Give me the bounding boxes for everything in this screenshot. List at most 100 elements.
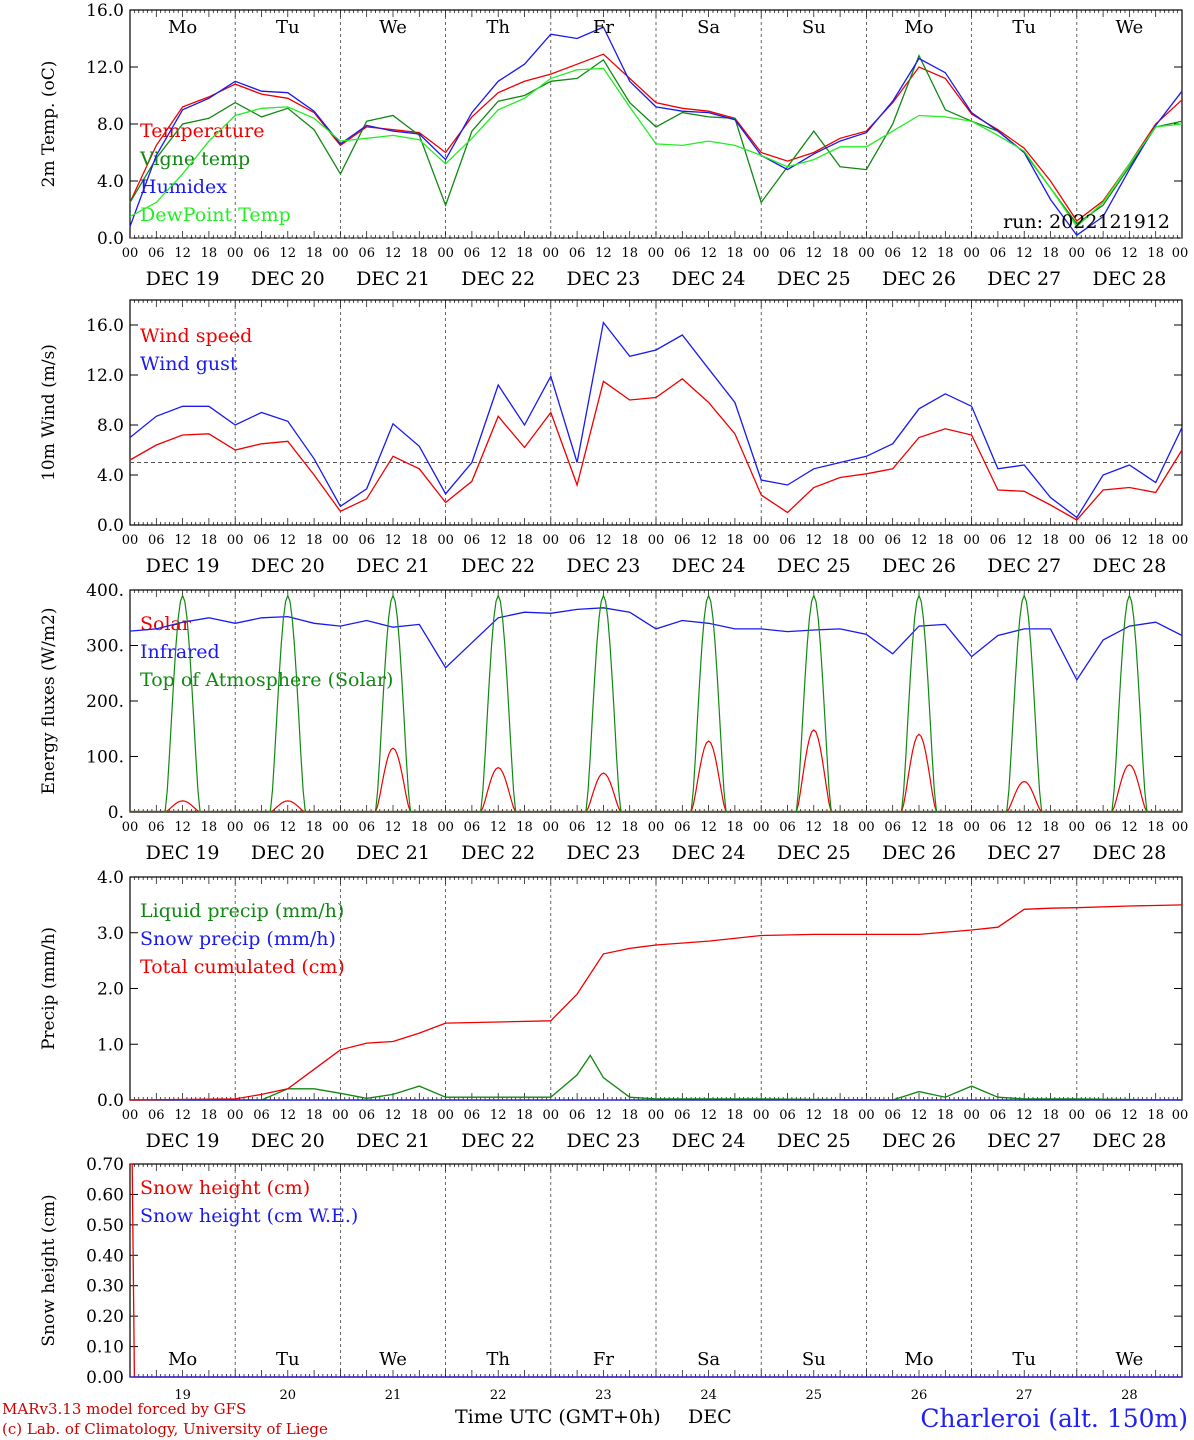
y-tick-label: 0.70 [86, 1155, 124, 1175]
series-solar-day-6 [689, 740, 728, 813]
hour-tick-label: 00 [543, 820, 560, 835]
hour-tick-label: 00 [1172, 1108, 1189, 1123]
hour-tick-label: 00 [1069, 246, 1086, 261]
hour-tick-label: 12 [806, 246, 823, 261]
hour-tick-label: 06 [884, 246, 901, 261]
hour-tick-label: 18 [1147, 820, 1164, 835]
hour-tick-label: 00 [332, 246, 349, 261]
date-label: DEC 23 [566, 1130, 640, 1152]
y-tick-label: 12.0 [86, 366, 124, 386]
hour-tick-label: 06 [1095, 246, 1112, 261]
hour-tick-label: 00 [648, 533, 665, 548]
date-label: DEC 21 [356, 842, 430, 864]
hour-tick-label: 18 [306, 533, 323, 548]
day-number: 27 [1016, 1388, 1033, 1403]
hour-tick-label: 18 [937, 533, 954, 548]
hour-tick-label: 00 [963, 246, 980, 261]
hour-tick-label: 18 [201, 1108, 218, 1123]
hour-tick-label: 18 [306, 820, 323, 835]
panel-3: 0. 100. 200. 300. 400. Energy fluxes (W/m2) So… [39, 581, 1188, 864]
hour-tick-label: 00 [122, 246, 139, 261]
date-label: DEC 21 [356, 1130, 430, 1152]
series-solar-day-8 [900, 733, 938, 813]
hour-tick-label: 12 [490, 1108, 507, 1123]
hour-tick-label: 12 [490, 820, 507, 835]
date-label: DEC 21 [356, 268, 430, 290]
date-label: DEC 23 [566, 268, 640, 290]
series-top-of-atmosphere-solar--day-2 [269, 593, 307, 813]
hour-tick-label: 06 [464, 246, 481, 261]
date-label: DEC 25 [777, 842, 851, 864]
hour-tick-label: 18 [411, 533, 428, 548]
day-number: 22 [490, 1388, 507, 1403]
series-humidex [129, 26, 1183, 237]
series-dewpoint-temp [129, 67, 1183, 228]
hour-tick-label: 12 [174, 246, 191, 261]
hour-tick-label: 12 [174, 820, 191, 835]
hour-tick-label: 00 [543, 246, 560, 261]
series-solar-day-5 [584, 772, 623, 813]
hour-tick-label: 06 [990, 533, 1007, 548]
series-top-of-atmosphere-solar--day-6 [689, 593, 728, 813]
day-name: Mo [168, 17, 197, 38]
hour-tick-label: 12 [280, 820, 297, 835]
hour-tick-label: 12 [490, 246, 507, 261]
hour-tick-label: 06 [1095, 820, 1112, 835]
hour-tick-label: 00 [858, 820, 875, 835]
day-number: 19 [174, 1388, 191, 1403]
day-name: Fr [593, 17, 614, 38]
hour-tick-label: 12 [700, 1108, 717, 1123]
y-tick-label: 8.0 [97, 115, 124, 135]
hour-tick-label: 18 [306, 246, 323, 261]
date-label: DEC 25 [777, 268, 851, 290]
hour-tick-label: 12 [490, 533, 507, 548]
hour-tick-label: 12 [1121, 533, 1138, 548]
hour-tick-label: 18 [937, 246, 954, 261]
day-name: We [379, 17, 407, 38]
date-label: DEC 21 [356, 555, 430, 577]
y-tick-label: 0.20 [86, 1307, 124, 1327]
hour-tick-label: 00 [1069, 1108, 1086, 1123]
series-wind-speed [129, 377, 1183, 521]
hour-tick-label: 06 [464, 820, 481, 835]
hour-tick-label: 00 [227, 1108, 244, 1123]
hour-tick-label: 00 [648, 246, 665, 261]
hour-tick-label: 00 [543, 1108, 560, 1123]
hour-tick-label: 06 [358, 820, 375, 835]
hour-tick-label: 12 [595, 533, 612, 548]
date-label: DEC 22 [461, 1130, 535, 1152]
series-top-of-atmosphere-solar--day-8 [900, 593, 938, 813]
hour-tick-label: 18 [306, 1108, 323, 1123]
y-axis-title: 10m Wind (m/s) [39, 344, 59, 481]
hour-tick-label: 18 [411, 820, 428, 835]
series-top-of-atmosphere-solar--day-9 [1005, 593, 1043, 813]
hour-tick-label: 06 [779, 533, 796, 548]
hour-tick-label: 06 [990, 246, 1007, 261]
hour-tick-label: 00 [543, 533, 560, 548]
series-infrared [129, 607, 1183, 682]
hour-tick-label: 12 [385, 820, 402, 835]
date-label: DEC 25 [777, 555, 851, 577]
hour-tick-label: 12 [911, 246, 928, 261]
hour-tick-label: 18 [832, 246, 849, 261]
hour-tick-label: 00 [227, 820, 244, 835]
hour-tick-label: 06 [358, 533, 375, 548]
hour-tick-label: 18 [1147, 1108, 1164, 1123]
hour-tick-label: 12 [806, 533, 823, 548]
legend-entry: Temperature [140, 120, 264, 142]
run-label: run: 2022121912 [1003, 211, 1170, 233]
day-number: 24 [700, 1388, 717, 1403]
hour-tick-label: 18 [201, 246, 218, 261]
hour-tick-label: 12 [280, 1108, 297, 1123]
y-tick-label: 0.00 [86, 1368, 124, 1388]
hour-tick-label: 06 [148, 820, 165, 835]
date-label: DEC 24 [672, 842, 746, 864]
day-name: We [1116, 17, 1144, 38]
credit-model: MARv3.13 model forced by GFS [2, 1400, 246, 1418]
y-axis-title: Snow height (cm) [39, 1194, 59, 1346]
date-label: DEC 23 [566, 842, 640, 864]
date-label: DEC 19 [146, 1130, 220, 1152]
hour-tick-label: 00 [858, 246, 875, 261]
hour-tick-label: 06 [674, 246, 691, 261]
legend-entry: Liquid precip (mm/h) [140, 900, 344, 922]
